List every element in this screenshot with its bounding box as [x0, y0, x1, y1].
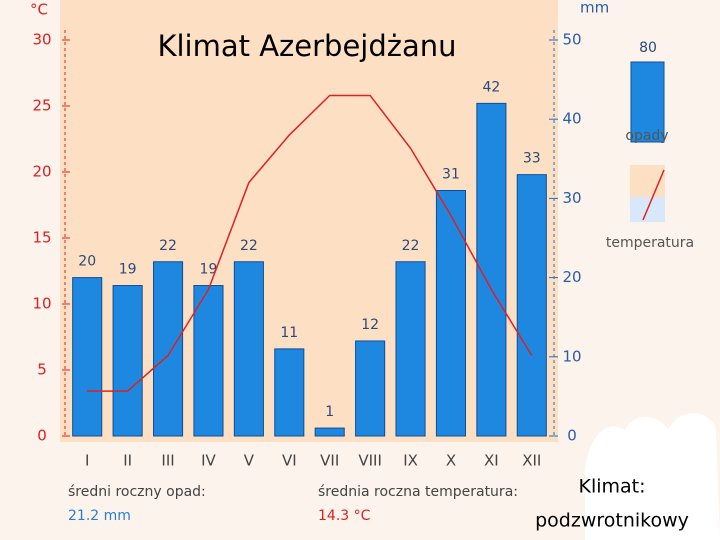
- footer-note: Klimat:: [578, 476, 645, 498]
- bar-value-label: 42: [482, 79, 500, 95]
- x-tick-label: IX: [403, 452, 418, 470]
- annotation-value: 14.3 °C: [318, 508, 371, 524]
- y-tick-label: 0: [37, 427, 47, 445]
- bar: [395, 261, 426, 437]
- bar: [152, 261, 184, 437]
- y2-tick-label: 0: [567, 427, 577, 445]
- bar: [355, 340, 386, 437]
- legend-swatch: [630, 61, 665, 143]
- x-tick-label: XII: [522, 452, 541, 470]
- plot-background: [60, 0, 558, 442]
- y-axis-label: °C: [30, 1, 48, 19]
- bar: [72, 277, 103, 437]
- x-tick-label: XI: [484, 452, 499, 470]
- y2-tick-label: 20: [562, 268, 581, 286]
- temperature-line: [87, 94, 533, 392]
- y-tick-label: 20: [32, 163, 51, 181]
- x-tick-label: V: [244, 452, 255, 470]
- x-tick-label: X: [446, 452, 456, 470]
- bar-value-label: 20: [78, 254, 96, 270]
- bar-value-label: 12: [361, 317, 379, 333]
- y-tick-label: 10: [32, 295, 51, 313]
- bar-value-label: 33: [523, 151, 541, 167]
- footer-note: podzwrotnikowy: [535, 510, 689, 532]
- legend-sample-label: 80: [639, 40, 657, 56]
- bar: [233, 261, 264, 437]
- legend-swatch: [642, 169, 665, 221]
- annotation-value: 21.2 mm: [68, 508, 131, 524]
- bar: [476, 102, 507, 437]
- bar-value-label: 11: [280, 325, 298, 341]
- y-tick-label: 30: [32, 31, 51, 49]
- cloud-decoration: [585, 413, 720, 540]
- y2-tick-label: 10: [562, 347, 581, 365]
- x-tick-label: IV: [201, 452, 216, 470]
- bar-value-label: 1: [325, 404, 334, 420]
- bar-value-label: 22: [240, 238, 258, 254]
- legend-label: temperatura: [606, 235, 694, 251]
- bar-value-label: 19: [200, 262, 218, 278]
- x-tick-label: I: [85, 452, 89, 470]
- bar-value-label: 19: [119, 262, 137, 278]
- y-tick-label: 25: [32, 97, 51, 115]
- y-tick-label: 5: [37, 361, 47, 379]
- legend-label: opady: [625, 128, 668, 144]
- bar: [193, 285, 224, 437]
- bar: [516, 174, 547, 437]
- bar: [274, 348, 305, 437]
- annotation-label: średnia roczna temperatura:: [318, 484, 518, 500]
- x-tick-label: VII: [320, 452, 339, 470]
- x-tick-label: II: [123, 452, 132, 470]
- x-tick-label: VIII: [358, 452, 382, 470]
- x-tick-label: VI: [282, 452, 297, 470]
- y2-tick-label: 40: [562, 110, 581, 128]
- x-tick-label: III: [161, 452, 174, 470]
- y2-axis-label: mm: [580, 0, 609, 17]
- y-tick-label: 15: [32, 229, 51, 247]
- bar-value-label: 31: [442, 166, 460, 182]
- bar-value-label: 22: [402, 238, 420, 254]
- y2-tick-label: 50: [562, 31, 581, 49]
- bar-value-label: 22: [159, 238, 177, 254]
- bar: [435, 189, 467, 437]
- annotation-label: średni roczny opad:: [68, 484, 206, 500]
- y2-tick-label: 30: [562, 189, 581, 207]
- bar: [314, 427, 345, 437]
- bar: [112, 285, 143, 437]
- chart-title: Klimat Azerbejdżanu: [157, 29, 456, 63]
